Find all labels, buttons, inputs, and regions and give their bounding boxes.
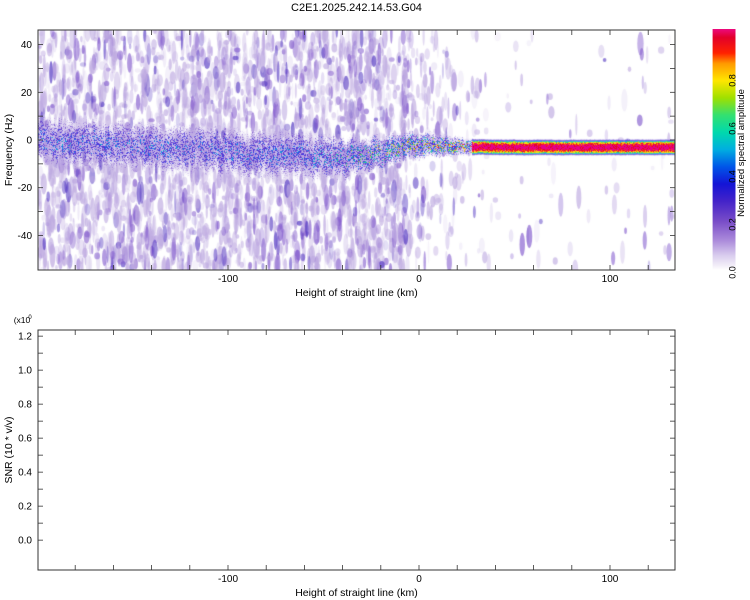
- svg-text:-20: -20: [18, 183, 33, 194]
- svg-text:-100: -100: [218, 274, 238, 285]
- svg-text:Height of straight line (km): Height of straight line (km): [295, 587, 418, 599]
- svg-text:0.0: 0.0: [728, 266, 738, 279]
- svg-text:1.2: 1.2: [18, 332, 32, 343]
- svg-text:40: 40: [21, 40, 33, 51]
- svg-text:0: 0: [416, 274, 422, 285]
- svg-text:Normalized spectral amplitude: Normalized spectral amplitude: [736, 89, 747, 217]
- svg-text:1.0: 1.0: [18, 366, 32, 377]
- svg-text:Height of straight line (km): Height of straight line (km): [295, 287, 418, 299]
- svg-text:0.6: 0.6: [18, 434, 32, 445]
- svg-text:0.8: 0.8: [728, 74, 738, 87]
- svg-text:Frequency (Hz): Frequency (Hz): [3, 114, 15, 186]
- svg-text:100: 100: [602, 274, 619, 285]
- svg-text:0.4: 0.4: [18, 468, 32, 479]
- svg-text:-100: -100: [218, 574, 238, 585]
- svg-text:100: 100: [602, 574, 619, 585]
- svg-text:C2E1.2025.242.14.53.G04: C2E1.2025.242.14.53.G04: [291, 2, 422, 14]
- svg-text:0: 0: [26, 136, 32, 147]
- svg-text:0: 0: [416, 574, 422, 585]
- svg-text:20: 20: [21, 88, 33, 99]
- svg-text:0: 0: [28, 315, 32, 321]
- svg-text:0.2: 0.2: [18, 502, 32, 513]
- svg-text:0.8: 0.8: [18, 400, 32, 411]
- svg-text:0.0: 0.0: [18, 536, 32, 547]
- svg-text:SNR (10 * v/v): SNR (10 * v/v): [3, 416, 15, 483]
- svg-text:-40: -40: [18, 231, 33, 242]
- svg-text:0.2: 0.2: [728, 218, 738, 231]
